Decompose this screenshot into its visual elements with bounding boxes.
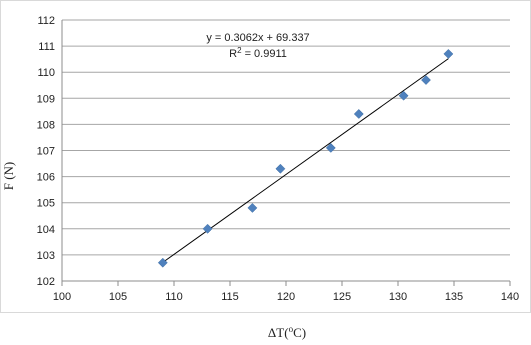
x-tick-label: 140	[501, 291, 519, 303]
gridlines	[62, 19, 510, 282]
y-tick-label: 105	[37, 198, 55, 210]
y-tick-labels: 102 103 104 105 106 107 108 109 110 111 112	[37, 15, 55, 288]
data-point	[353, 109, 364, 119]
trendline-equation: y = 0.3062x + 69.337	[206, 32, 309, 44]
y-tick-label: 104	[37, 224, 55, 236]
x-axis-title: ΔT(oC)	[268, 324, 306, 340]
y-tick-label: 107	[37, 146, 55, 158]
y-tick-label: 108	[37, 119, 55, 131]
chart-frame	[0, 0, 531, 313]
x-tick-label: 125	[333, 291, 351, 303]
y-tick-label: 103	[37, 250, 55, 262]
data-point	[275, 163, 286, 174]
data-point	[443, 48, 454, 59]
y-tick-label: 109	[37, 93, 55, 105]
x-tick-label: 105	[109, 291, 127, 303]
data-point	[421, 75, 431, 85]
axes	[61, 20, 511, 286]
x-tick-label: 115	[221, 291, 239, 303]
data-point	[325, 142, 336, 153]
r-squared-label: R2 = 0.9911	[229, 46, 287, 60]
y-tick-label: 102	[37, 276, 55, 288]
y-tick-label: 111	[38, 41, 55, 53]
x-tick-label: 135	[445, 291, 463, 303]
data-point	[157, 257, 168, 268]
y-axis-title: F (N)	[1, 162, 16, 191]
y-tick-label: 110	[37, 67, 55, 79]
x-tick-labels: 100 105 110 115 120 125 130 135 140	[53, 291, 519, 303]
x-tick-label: 120	[277, 291, 295, 303]
data-point	[398, 90, 409, 101]
x-tick-label: 110	[165, 291, 183, 303]
data-point	[247, 202, 258, 213]
y-tick-label: 106	[37, 172, 55, 184]
data-points	[157, 48, 454, 268]
y-tick-label: 112	[37, 15, 55, 27]
x-tick-label: 130	[389, 291, 407, 303]
x-tick-label: 100	[53, 291, 71, 303]
data-point	[202, 223, 213, 234]
